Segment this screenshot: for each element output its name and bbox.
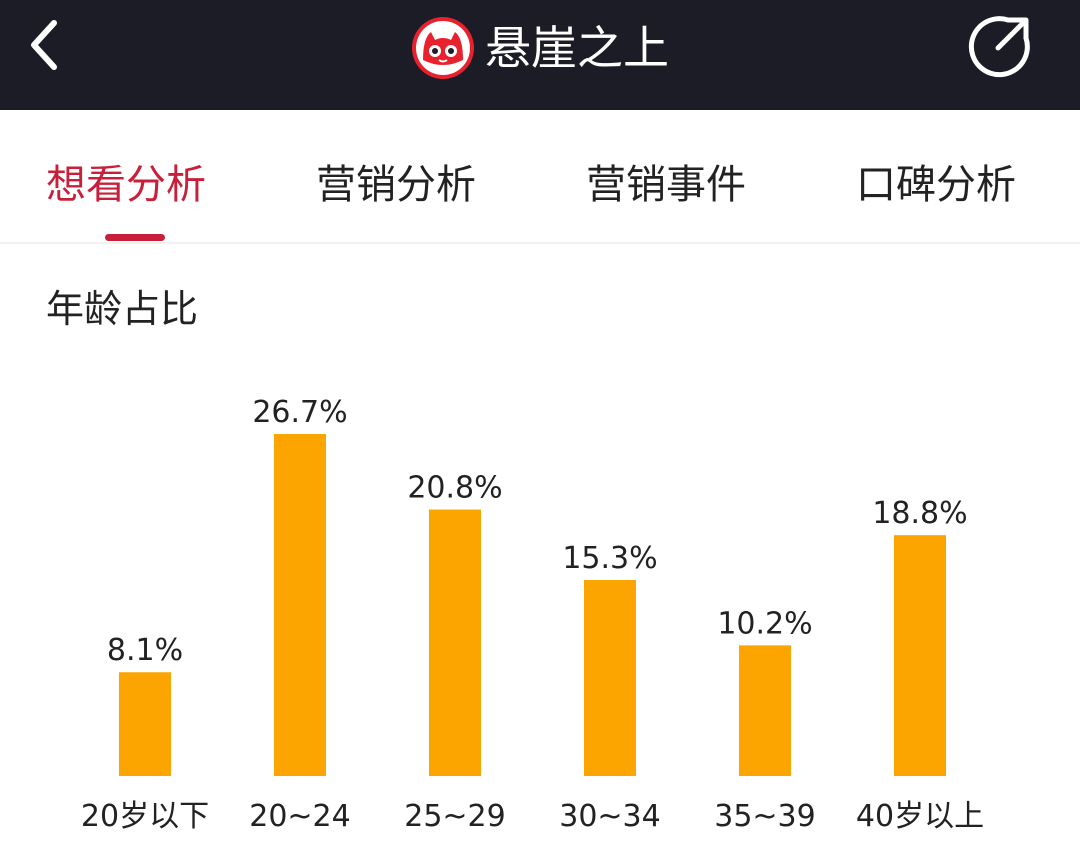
header-title-group: 悬崖之上	[0, 0, 1080, 95]
category-label-1: 20~24	[249, 799, 350, 834]
category-label-0: 20岁以下	[81, 799, 209, 834]
value-label-0: 8.1%	[107, 633, 183, 668]
share-icon	[968, 16, 1030, 78]
chevron-left-icon	[31, 20, 57, 70]
value-label-2: 20.8%	[407, 471, 502, 506]
bar-5	[894, 535, 946, 776]
tab-want-to-see-analysis[interactable]: 想看分析	[46, 162, 206, 208]
category-label-2: 25~29	[404, 799, 505, 834]
bar-2	[429, 509, 481, 776]
back-button[interactable]	[22, 15, 72, 75]
active-tab-indicator	[105, 234, 165, 241]
value-label-1: 26.7%	[252, 395, 347, 430]
tab-reputation-analysis[interactable]: 口碑分析	[856, 162, 1016, 208]
bar-1	[274, 434, 326, 776]
category-label-5: 40岁以上	[856, 799, 984, 834]
tab-marketing-analysis[interactable]: 营销分析	[316, 162, 476, 208]
maoyan-cat-logo-icon	[412, 16, 474, 79]
value-labels-group: 8.1% 26.7% 20.8% 15.3% 10.2% 18.8%	[107, 395, 968, 668]
bar-3	[584, 580, 636, 776]
tab-marketing-events[interactable]: 营销事件	[586, 162, 746, 208]
value-label-3: 15.3%	[562, 541, 657, 576]
category-labels-group: 20岁以下 20~24 25~29 30~34 35~39 40岁以上	[81, 799, 984, 834]
bar-0	[119, 672, 171, 776]
value-label-4: 10.2%	[717, 606, 812, 641]
age-distribution-chart: 8.1% 26.7% 20.8% 15.3% 10.2% 18.8% 20岁以下 20~24…	[81, 395, 984, 834]
value-label-5: 18.8%	[872, 496, 967, 531]
top-bar: 悬崖之上	[0, 0, 1080, 110]
page-title: 悬崖之上	[485, 20, 669, 75]
section-title: 年龄占比	[46, 287, 199, 331]
bars-group	[119, 434, 946, 776]
category-label-3: 30~34	[559, 799, 660, 834]
share-button[interactable]	[964, 10, 1036, 82]
bar-4	[739, 645, 791, 776]
analysis-tabs: 想看分析 营销分析 营销事件 口碑分析	[0, 110, 1080, 244]
category-label-4: 35~39	[714, 799, 815, 834]
